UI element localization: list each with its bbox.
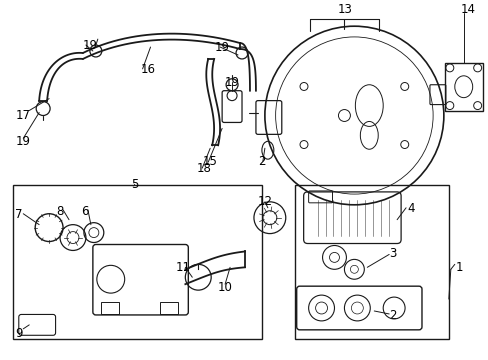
Bar [101,302,119,314]
Text: 18: 18 [196,162,211,175]
Text: 13: 13 [337,3,352,16]
Text: 7: 7 [15,208,23,221]
Bar [444,63,482,111]
Bar [13,185,262,339]
Text: 14: 14 [460,3,475,16]
Text: 8: 8 [56,205,63,218]
Text: 16: 16 [141,63,155,76]
Text: 19: 19 [15,135,30,148]
Text: 19: 19 [224,76,240,89]
Text: 9: 9 [15,327,23,340]
Text: 19: 19 [215,41,230,54]
Text: 4: 4 [406,202,414,215]
Text: 10: 10 [218,281,233,294]
Text: 15: 15 [202,155,217,168]
Text: 3: 3 [388,247,396,261]
Text: 1: 1 [455,261,462,274]
Text: 11: 11 [175,261,190,274]
Bar [160,302,178,314]
Text: 6: 6 [81,205,88,218]
Text: 12: 12 [257,195,272,208]
Text: 2: 2 [388,309,396,322]
Text: 2: 2 [257,155,265,168]
Text: 19: 19 [83,39,98,52]
Text: 17: 17 [15,109,30,122]
Bar [294,185,448,339]
Text: 5: 5 [130,178,138,191]
